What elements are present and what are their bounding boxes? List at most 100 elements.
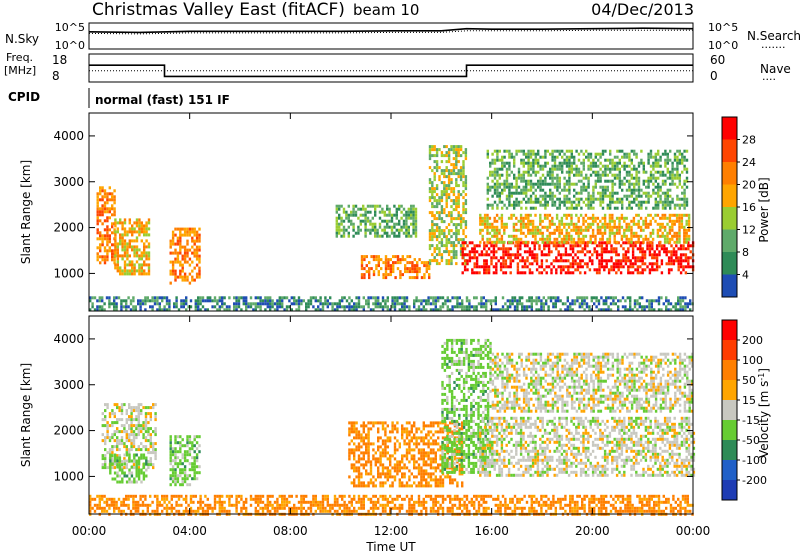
velocity-cell — [446, 494, 449, 498]
power-cell — [568, 200, 571, 204]
power-cell — [676, 164, 679, 168]
power-cell — [591, 253, 594, 257]
power-cell — [534, 188, 537, 192]
power-cell — [221, 305, 224, 309]
power-cell — [350, 219, 353, 223]
power-cell — [445, 214, 448, 218]
power-cell — [529, 213, 532, 217]
power-cell — [138, 269, 141, 273]
velocity-cell — [657, 497, 661, 501]
power-cell — [99, 213, 102, 217]
power-cell — [635, 240, 638, 244]
power-cell — [589, 152, 593, 156]
power-cell — [522, 152, 525, 156]
power-cell — [269, 296, 272, 300]
power-cell — [401, 258, 404, 262]
power-cell — [388, 213, 391, 217]
power-cell — [183, 275, 187, 279]
power-cell — [572, 237, 576, 241]
power-cell — [489, 302, 493, 306]
power-cell — [145, 245, 148, 249]
power-cell — [520, 206, 523, 210]
velocity-cell — [573, 506, 577, 510]
power-cell — [101, 198, 104, 202]
power-cell — [489, 203, 492, 207]
power-cell — [455, 217, 458, 221]
power-cell — [414, 225, 418, 229]
power-cell — [555, 241, 558, 245]
power-cell — [485, 253, 488, 257]
velocity-cell — [516, 500, 519, 504]
power-cell — [606, 158, 609, 162]
power-cell — [381, 228, 384, 232]
power-cell — [643, 256, 647, 260]
power-cell — [569, 247, 572, 251]
power-cell — [678, 240, 681, 244]
power-cell — [414, 213, 418, 217]
power-cell — [503, 240, 506, 244]
power-cell — [561, 188, 564, 192]
power-cell — [132, 299, 135, 303]
power-cell — [656, 213, 660, 217]
power-cell — [637, 185, 641, 189]
velocity-cell — [240, 509, 243, 513]
velocity-cell — [288, 500, 291, 504]
power-cell — [628, 203, 631, 207]
velocity-cell — [117, 506, 121, 510]
power-cell — [543, 237, 547, 241]
power-cell — [567, 268, 570, 272]
power-cell — [120, 308, 123, 312]
power-cell — [486, 206, 489, 210]
power-cell — [401, 296, 404, 300]
power-cell — [475, 244, 479, 248]
power-cell — [185, 308, 188, 312]
power-cell — [414, 207, 418, 211]
power-cell — [621, 206, 624, 210]
power-cell — [368, 273, 371, 277]
power-cell — [643, 253, 647, 257]
power-cell — [129, 308, 133, 312]
power-cell — [495, 240, 499, 244]
power-cell — [374, 231, 377, 235]
power-cell — [493, 240, 496, 244]
power-cell — [500, 216, 504, 220]
power-cell — [651, 241, 654, 245]
power-cell — [558, 225, 561, 229]
power-cell — [537, 152, 540, 156]
power-cell — [646, 265, 649, 269]
power-cell — [519, 219, 523, 223]
velocity-cell — [650, 494, 653, 498]
power-cell — [305, 305, 308, 309]
power-cell — [445, 193, 448, 197]
power-cell — [584, 225, 588, 229]
power-cell — [114, 236, 117, 240]
power-cell — [553, 158, 557, 162]
power-cell — [558, 164, 561, 168]
power-cell — [429, 296, 433, 300]
power-cell — [534, 231, 537, 235]
velocity-cell — [602, 503, 605, 507]
power-cell — [687, 237, 691, 241]
power-cell — [493, 219, 496, 223]
power-cell — [503, 182, 506, 186]
power-cell — [201, 299, 205, 303]
power-cell — [589, 234, 592, 238]
power-cell — [496, 194, 499, 198]
power-cell — [546, 194, 549, 198]
power-cell — [657, 176, 660, 180]
power-cell — [431, 190, 434, 194]
power-cell — [188, 263, 192, 267]
power-cell — [685, 213, 688, 217]
power-cell — [601, 237, 604, 241]
power-cell — [366, 204, 370, 208]
power-cell — [475, 308, 478, 312]
power-cell — [534, 155, 537, 159]
power-cell — [645, 194, 648, 198]
power-cell — [681, 170, 684, 174]
power-cell — [659, 158, 662, 162]
power-cell — [496, 155, 499, 159]
power-cell — [517, 219, 520, 223]
power-cell — [179, 236, 182, 240]
power-cell — [503, 155, 506, 159]
power-cell — [461, 250, 464, 254]
